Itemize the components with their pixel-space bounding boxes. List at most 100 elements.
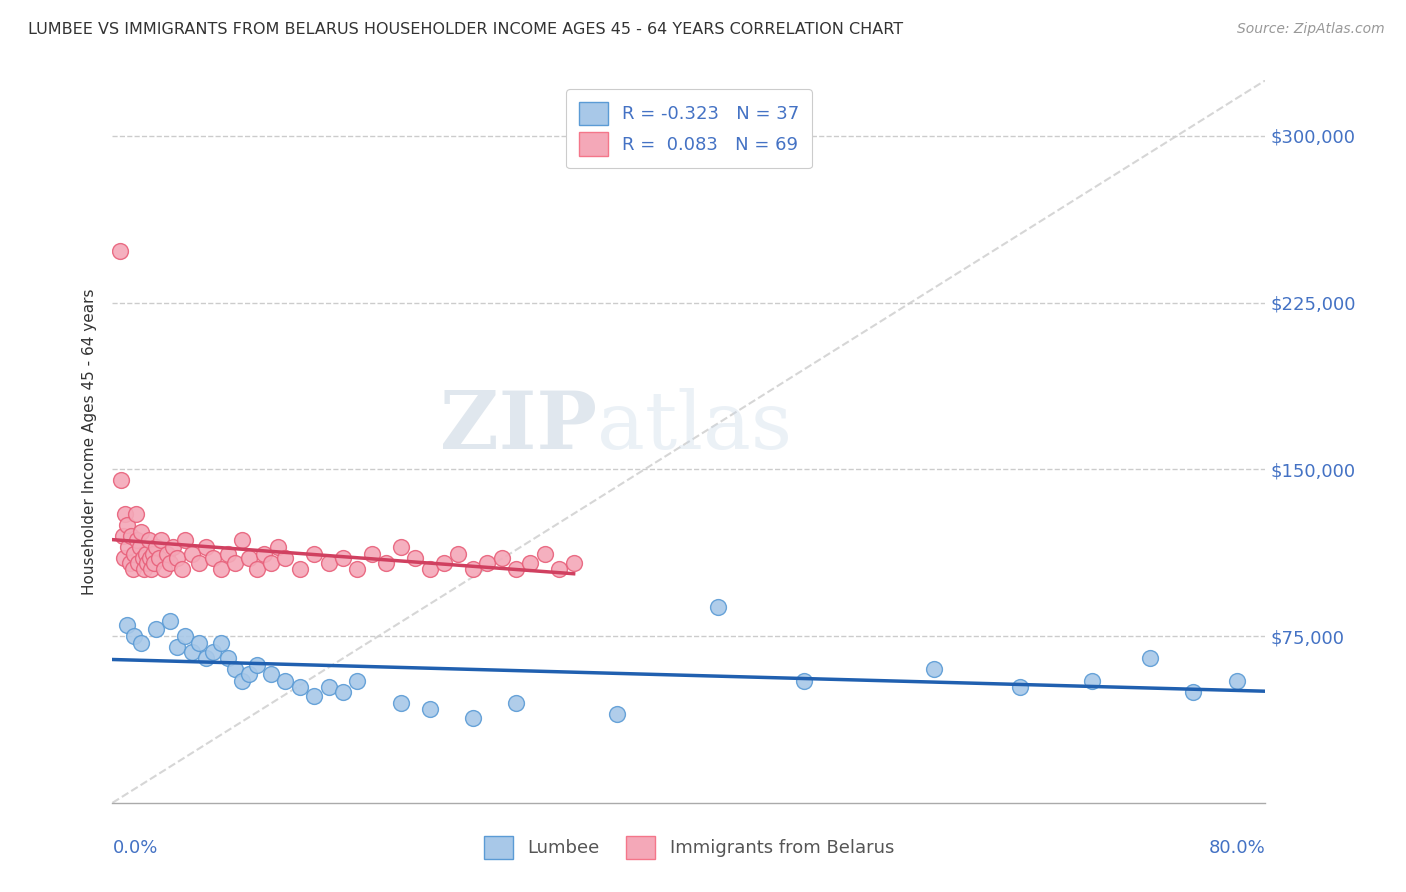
- Point: [419, 562, 441, 576]
- Point: [170, 562, 193, 576]
- Point: [274, 551, 297, 566]
- Text: atlas: atlas: [596, 388, 792, 467]
- Point: [288, 680, 311, 694]
- Point: [260, 556, 283, 570]
- Point: [461, 562, 484, 576]
- Point: [145, 623, 167, 637]
- Point: [1139, 651, 1161, 665]
- Point: [195, 651, 218, 665]
- Point: [562, 556, 585, 570]
- Point: [162, 540, 184, 554]
- Point: [195, 540, 218, 554]
- Point: [114, 507, 136, 521]
- Point: [922, 662, 945, 676]
- Point: [246, 562, 269, 576]
- Point: [143, 556, 166, 570]
- Point: [125, 533, 148, 548]
- Point: [209, 636, 232, 650]
- Point: [141, 562, 163, 576]
- Point: [318, 680, 340, 694]
- Point: [419, 702, 441, 716]
- Point: [238, 666, 260, 681]
- Point: [1010, 680, 1032, 694]
- Point: [433, 556, 456, 570]
- Point: [202, 551, 225, 566]
- Point: [389, 540, 412, 554]
- Point: [477, 556, 499, 570]
- Point: [111, 529, 134, 543]
- Point: [159, 556, 181, 570]
- Point: [120, 529, 142, 543]
- Point: [159, 614, 181, 628]
- Point: [246, 657, 269, 672]
- Point: [217, 651, 239, 665]
- Point: [148, 551, 170, 566]
- Point: [375, 556, 398, 570]
- Point: [132, 551, 155, 566]
- Legend: Lumbee, Immigrants from Belarus: Lumbee, Immigrants from Belarus: [477, 829, 901, 866]
- Point: [150, 533, 173, 548]
- Point: [115, 517, 138, 532]
- Point: [134, 562, 156, 576]
- Point: [209, 562, 232, 576]
- Point: [202, 645, 225, 659]
- Point: [461, 711, 484, 725]
- Point: [231, 533, 253, 548]
- Point: [274, 673, 297, 688]
- Point: [112, 551, 135, 566]
- Point: [117, 540, 139, 554]
- Point: [136, 556, 159, 570]
- Point: [231, 673, 253, 688]
- Point: [447, 547, 470, 561]
- Point: [173, 629, 195, 643]
- Point: [534, 547, 557, 561]
- Point: [346, 562, 368, 576]
- Point: [346, 673, 368, 688]
- Y-axis label: Householder Income Ages 45 - 64 years: Householder Income Ages 45 - 64 years: [82, 288, 97, 595]
- Point: [135, 547, 157, 561]
- Text: 0.0%: 0.0%: [112, 838, 157, 857]
- Point: [180, 547, 202, 561]
- Point: [519, 556, 541, 570]
- Point: [793, 673, 815, 688]
- Point: [122, 547, 145, 561]
- Point: [156, 547, 179, 561]
- Point: [361, 547, 384, 561]
- Point: [128, 540, 150, 554]
- Point: [606, 706, 628, 721]
- Text: LUMBEE VS IMMIGRANTS FROM BELARUS HOUSEHOLDER INCOME AGES 45 - 64 YEARS CORRELAT: LUMBEE VS IMMIGRANTS FROM BELARUS HOUSEH…: [28, 22, 903, 37]
- Point: [505, 696, 527, 710]
- Point: [267, 540, 290, 554]
- Text: ZIP: ZIP: [440, 388, 596, 467]
- Point: [124, 507, 146, 521]
- Point: [389, 696, 412, 710]
- Point: [224, 662, 246, 676]
- Point: [121, 562, 143, 576]
- Point: [166, 551, 188, 566]
- Point: [318, 556, 340, 570]
- Point: [129, 524, 153, 539]
- Point: [404, 551, 426, 566]
- Point: [1081, 673, 1104, 688]
- Point: [1226, 673, 1249, 688]
- Point: [118, 556, 141, 570]
- Point: [110, 474, 132, 488]
- Point: [115, 618, 138, 632]
- Point: [505, 562, 527, 576]
- Point: [145, 540, 167, 554]
- Point: [224, 556, 246, 570]
- Point: [288, 562, 311, 576]
- Point: [260, 666, 283, 681]
- Point: [304, 689, 326, 703]
- Point: [548, 562, 571, 576]
- Point: [332, 551, 354, 566]
- Text: Source: ZipAtlas.com: Source: ZipAtlas.com: [1237, 22, 1385, 37]
- Point: [173, 533, 195, 548]
- Point: [188, 636, 211, 650]
- Point: [122, 629, 145, 643]
- Point: [108, 244, 131, 259]
- Point: [304, 547, 326, 561]
- Point: [180, 645, 202, 659]
- Point: [127, 556, 149, 570]
- Point: [153, 562, 176, 576]
